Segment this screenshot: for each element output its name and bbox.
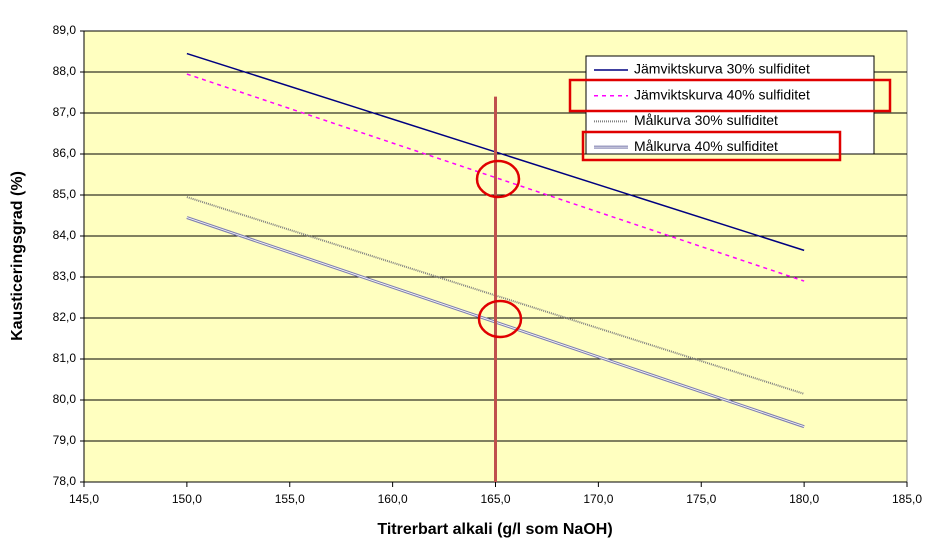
y-tick-label: 88,0 [53,64,77,78]
y-tick-label: 83,0 [53,269,77,283]
y-tick-label: 86,0 [53,146,77,160]
legend-label: Målkurva 30% sulfiditet [634,112,778,128]
x-tick-label: 170,0 [583,492,613,506]
x-axis-title: Titrerbart alkali (g/l som NaOH) [377,521,612,538]
y-tick-label: 85,0 [53,187,77,201]
highlight-circle [475,159,521,199]
y-tick-label: 81,0 [53,351,77,365]
y-tick-label: 84,0 [53,228,77,242]
highlight-box [568,78,892,113]
y-tick-label: 89,0 [53,23,77,37]
y-tick-label: 79,0 [53,433,77,447]
y-tick-label: 82,0 [53,310,77,324]
highlight-box [581,130,842,162]
x-tick-label: 185,0 [892,492,922,506]
y-axis-title: Kausticeringsgrad (%) [9,171,26,341]
x-tick-label: 165,0 [480,492,510,506]
x-tick-label: 155,0 [275,492,305,506]
legend-box [585,55,875,155]
legend-label: Målkurva 40% sulfiditet [634,138,778,154]
y-tick-label: 78,0 [53,474,77,488]
x-tick-label: 145,0 [69,492,99,506]
x-tick-label: 160,0 [378,492,408,506]
x-tick-label: 150,0 [172,492,202,506]
x-tick-label: 180,0 [789,492,819,506]
highlight-circle [477,299,523,339]
x-tick-label: 175,0 [686,492,716,506]
legend-label: Jämviktskurva 30% sulfiditet [634,61,810,77]
legend-label: Jämviktskurva 40% sulfiditet [634,86,810,102]
y-tick-label: 87,0 [53,105,77,119]
y-tick-label: 80,0 [53,392,77,406]
